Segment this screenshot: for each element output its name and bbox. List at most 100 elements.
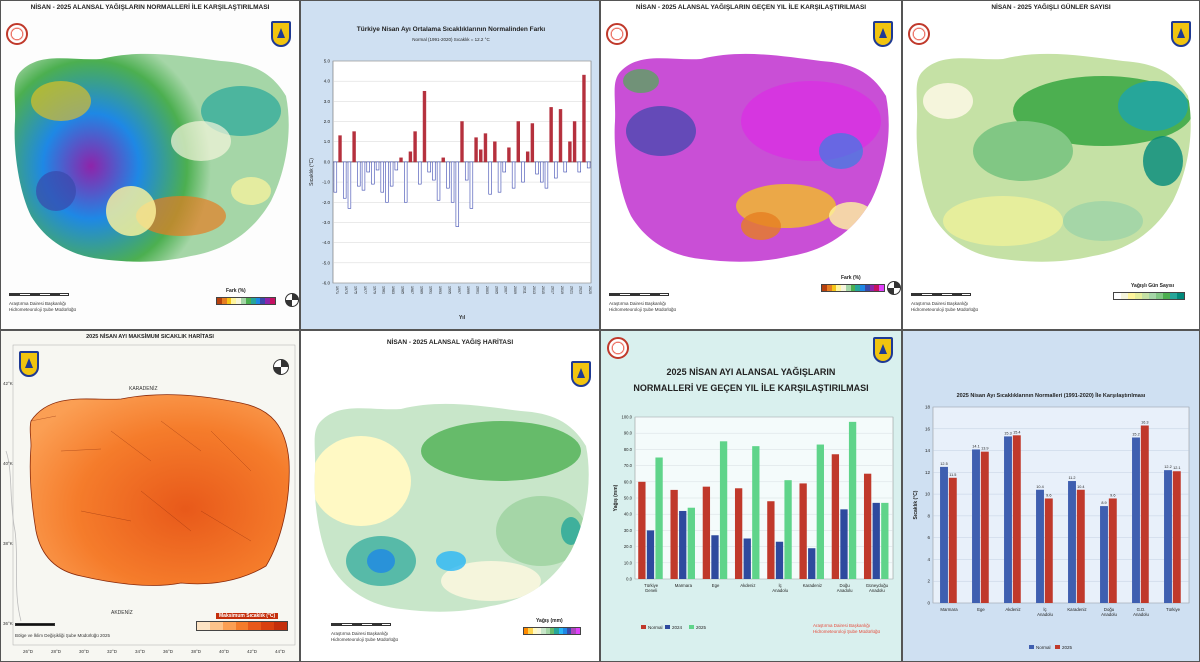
- bar: [719, 441, 728, 579]
- legend-swatch: [1156, 293, 1163, 299]
- legend-swatch: [197, 622, 210, 630]
- x-tick-label: Türkiye: [1166, 607, 1181, 612]
- x-tick-label: Anadolu: [1101, 612, 1117, 617]
- data-label: 8.9: [1101, 501, 1106, 505]
- y-axis-label: Sıcaklık (°C): [309, 158, 315, 186]
- y-tick-label: 2.0: [324, 119, 331, 124]
- panel-rainy-days: NİSAN - 2025 YAĞIŞLI GÜNLER SAYISI Yağış…: [902, 0, 1200, 330]
- legend-swatch: [554, 628, 559, 634]
- bar: [831, 454, 840, 579]
- legend-colorbar: [196, 621, 288, 631]
- x-tick-label: 2007: [504, 286, 508, 294]
- legend-swatch: [826, 285, 832, 291]
- mgm-logo-icon: [873, 337, 893, 363]
- panel-title: 2025 NİSAN AYI MAKSİMUM SICAKLIK HARİTAS…: [86, 334, 214, 340]
- mgm-logo-icon: [873, 21, 893, 47]
- x-tick-label: Türkiye: [644, 583, 659, 588]
- bar: [371, 161, 375, 185]
- y-tick-label: 70.0: [624, 463, 633, 468]
- panel-max-temp-map: 2025 NİSAN AYI MAKSİMUM SICAKLIK HARİTAS…: [0, 330, 300, 662]
- x-tick-label: 1983: [391, 286, 395, 294]
- bar: [767, 501, 775, 579]
- turkey-map: [14, 53, 289, 262]
- bar: [972, 449, 980, 603]
- data-label: 12.2: [1164, 465, 1171, 469]
- legend-swatch: [879, 285, 884, 291]
- data-label: 14.1: [972, 444, 979, 448]
- bar: [375, 161, 380, 171]
- scale-bar: [911, 293, 971, 296]
- regional-precip-chart: METEOROLOJİ100.090.080.070.060.050.040.0…: [613, 415, 894, 630]
- bar: [502, 161, 506, 173]
- x-tick-label: İç: [1043, 607, 1047, 612]
- bar: [775, 541, 784, 579]
- data-label: 11.2: [1068, 476, 1075, 480]
- longitude-label: 44°D: [275, 649, 286, 654]
- legend-colorbar: [216, 297, 276, 305]
- y-tick-label: 20.0: [624, 544, 633, 549]
- y-tick-label: 14: [925, 448, 931, 453]
- bar: [734, 488, 743, 579]
- bar: [493, 141, 497, 163]
- x-tick-label: 2003: [485, 286, 489, 294]
- legend-label: 2024: [672, 625, 683, 630]
- bar: [455, 161, 460, 227]
- legend-swatch: [222, 622, 236, 630]
- legend-swatch: [265, 298, 271, 304]
- x-tick-label: 1981: [382, 286, 386, 294]
- bar: [385, 161, 389, 203]
- y-tick-label: 6: [927, 535, 930, 540]
- y-axis-label: Yağış (mm): [613, 484, 619, 511]
- data-label: 13.9: [981, 447, 988, 451]
- y-tick-label: 60.0: [624, 479, 633, 484]
- panel-title: 2025 NİSAN AYI ALANSAL YAĞIŞLARIN NORMAL…: [633, 367, 869, 393]
- bar: [1044, 498, 1053, 603]
- caption: Araştırma Dairesi Başkanlığı Hidrometeor…: [331, 631, 399, 642]
- mgm-logo-icon: [271, 21, 291, 47]
- bar: [948, 477, 957, 603]
- bar: [446, 161, 450, 189]
- legend-swatch: [1121, 293, 1128, 299]
- legend-swatch: [270, 298, 275, 304]
- turkey-map: [5, 344, 296, 646]
- bar: [361, 161, 366, 191]
- bar: [516, 121, 520, 163]
- bar: [413, 131, 417, 163]
- longitude-label: 30°D: [79, 649, 90, 654]
- y-tick-label: 80.0: [624, 447, 633, 452]
- bar: [432, 161, 436, 181]
- legend-swatch: [217, 298, 222, 304]
- legend-swatch: [245, 298, 251, 304]
- data-label: 9.6: [1046, 493, 1051, 497]
- panel-regional-precip-chart: 2025 NİSAN AYI ALANSAL YAĞIŞLARIN NORMAL…: [600, 330, 902, 662]
- x-tick-label: 2021: [569, 286, 573, 294]
- x-tick-label: 2001: [476, 286, 480, 294]
- x-tick-label: G.D.: [1137, 607, 1146, 612]
- legend-swatch: [235, 622, 249, 630]
- y-tick-label: 90.0: [624, 431, 633, 436]
- bar: [687, 507, 695, 579]
- x-tick-label: Geneli: [645, 588, 657, 593]
- bar: [940, 466, 948, 603]
- legend-title: Maksimum Sıcaklık (°C): [216, 613, 279, 619]
- y-tick-label: 30.0: [624, 528, 633, 533]
- legend-swatch: [221, 298, 227, 304]
- legend-swatch: [874, 285, 880, 291]
- x-tick-label: Doğu: [839, 583, 850, 588]
- bar: [333, 161, 338, 193]
- latitude-label: 38°K: [3, 541, 13, 546]
- bar: [418, 161, 422, 185]
- legend-swatch: [831, 285, 837, 291]
- legend-swatch: [1135, 293, 1142, 299]
- latitude-label: 36°K: [3, 621, 13, 626]
- longitude-label: 34°D: [135, 649, 146, 654]
- bar: [752, 446, 760, 579]
- y-tick-label: 100.0: [622, 415, 633, 420]
- x-tick-label: Anadolu: [1133, 612, 1149, 617]
- x-tick-label: Anadolu: [1037, 612, 1053, 617]
- scale-bar: [9, 293, 69, 296]
- bar: [872, 502, 880, 579]
- bar: [863, 473, 872, 579]
- ministry-logo-icon: [606, 23, 628, 45]
- legend-swatch: [260, 298, 266, 304]
